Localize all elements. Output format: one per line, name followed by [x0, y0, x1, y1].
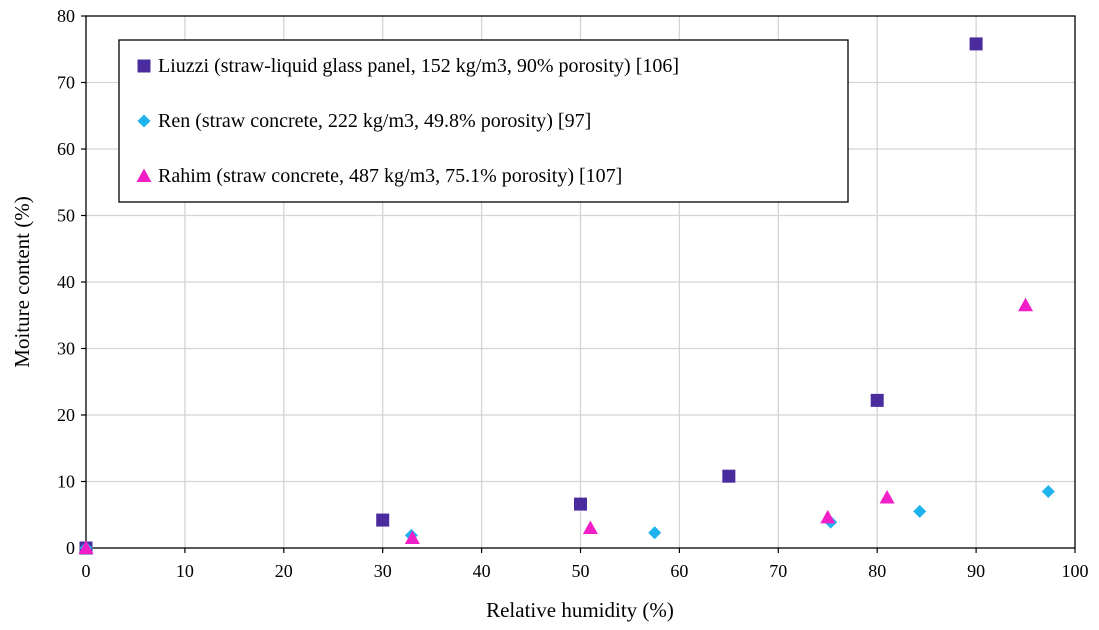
legend-label: Rahim (straw concrete, 487 kg/m3, 75.1% …	[158, 165, 622, 187]
x-tick-label: 80	[868, 561, 886, 581]
y-axis-title: Moiture content (%)	[10, 196, 34, 367]
y-tick-label: 10	[57, 472, 75, 492]
legend-item: Rahim (straw concrete, 487 kg/m3, 75.1% …	[136, 165, 622, 187]
y-tick-label: 60	[57, 139, 75, 159]
y-tick-label: 30	[57, 339, 75, 359]
data-point	[820, 509, 836, 524]
legend-marker	[137, 114, 151, 128]
x-tick-label: 30	[374, 561, 392, 581]
data-point	[969, 37, 983, 51]
y-tick-label: 40	[57, 272, 75, 292]
data-point	[722, 469, 736, 483]
legend-item: Liuzzi (straw-liquid glass panel, 152 kg…	[137, 55, 679, 77]
x-tick-label: 60	[670, 561, 688, 581]
legend-marker	[136, 168, 152, 182]
data-point	[404, 530, 420, 545]
x-tick-label: 100	[1062, 561, 1089, 581]
y-tick-label: 20	[57, 405, 75, 425]
data-point	[870, 393, 884, 407]
y-tick-label: 80	[57, 6, 75, 26]
data-point	[574, 497, 587, 511]
legend-label: Liuzzi (straw-liquid glass panel, 152 kg…	[158, 55, 679, 77]
data-point	[376, 513, 390, 527]
data-point	[1018, 297, 1034, 312]
data-point	[1041, 484, 1055, 498]
legend-label: Ren (straw concrete, 222 kg/m3, 49.8% po…	[158, 110, 591, 132]
y-tick-label: 50	[57, 206, 75, 226]
x-tick-label: 0	[82, 561, 91, 581]
x-tick-label: 40	[473, 561, 491, 581]
x-tick-label: 50	[572, 561, 590, 581]
data-point	[648, 526, 662, 540]
legend-marker-square-icon	[137, 59, 151, 73]
x-tick-label: 70	[769, 561, 787, 581]
x-tick-label: 10	[176, 561, 194, 581]
data-points	[78, 37, 1055, 555]
legend-marker-diamond-icon	[137, 114, 151, 128]
y-tick-label: 0	[66, 538, 75, 558]
legend-marker	[137, 59, 151, 73]
x-axis-title: Relative humidity (%)	[486, 598, 674, 622]
legend-item: Ren (straw concrete, 222 kg/m3, 49.8% po…	[137, 110, 591, 132]
x-tick-label: 20	[275, 561, 293, 581]
y-tick-label: 70	[57, 73, 75, 93]
legend: Liuzzi (straw-liquid glass panel, 152 kg…	[118, 39, 849, 203]
legend-marker-triangle-icon	[136, 168, 152, 182]
data-point	[913, 504, 927, 518]
x-tick-label: 90	[967, 561, 985, 581]
data-point	[78, 540, 94, 554]
data-point	[879, 489, 895, 504]
axis-ticks: 0 10 20 30 40 50 60 70 80 90 100 0 10 20 30 40 50 60 70 80	[57, 6, 1089, 581]
data-point	[582, 520, 598, 535]
legend-box	[118, 39, 849, 203]
